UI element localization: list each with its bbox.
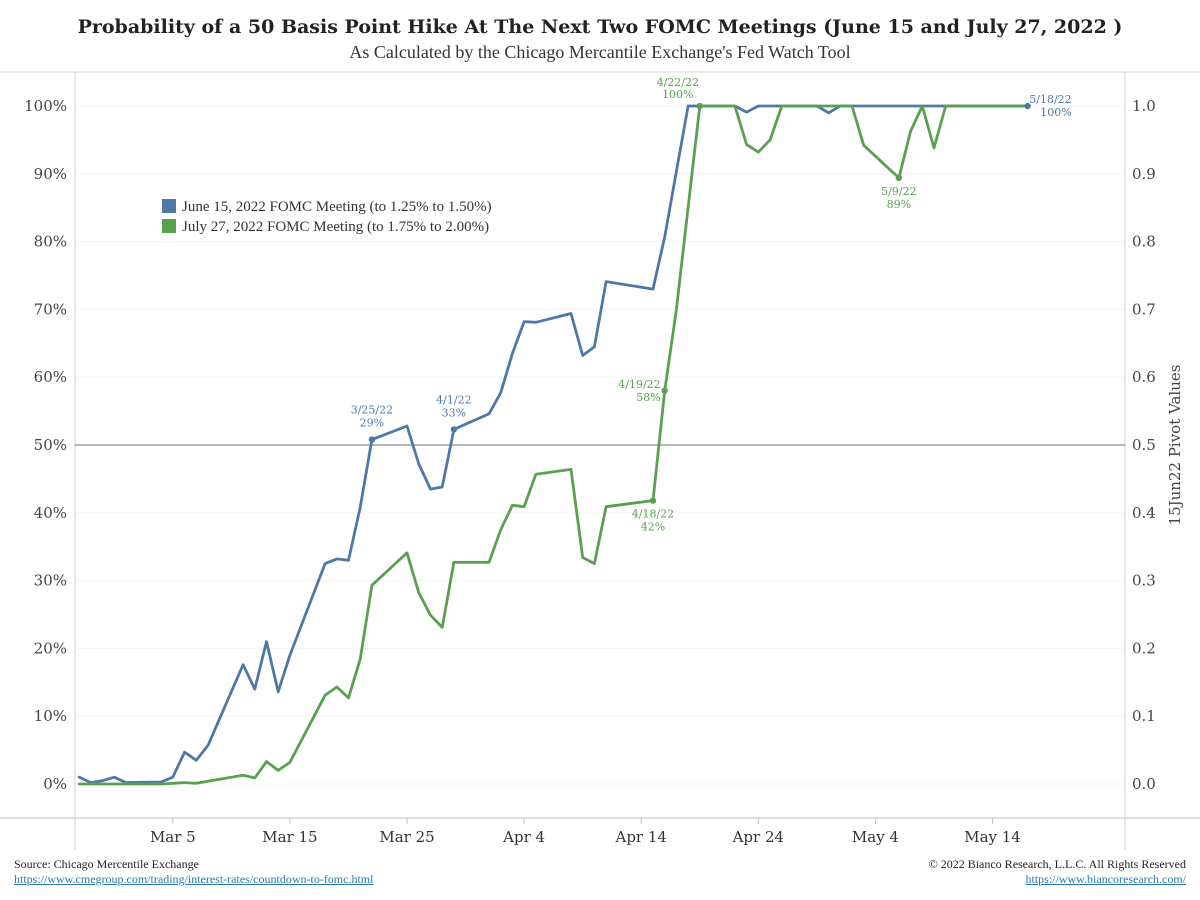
- x-tick-label: May 14: [964, 828, 1021, 846]
- annotation-date: 4/19/22: [618, 378, 660, 391]
- annotation-value: 42%: [641, 521, 665, 534]
- y-tick-label-left: 60%: [34, 368, 67, 386]
- y-tick-label-right: 0.0: [1132, 775, 1156, 793]
- annotation-date: 4/18/22: [632, 508, 674, 521]
- annotation-value: 89%: [887, 198, 911, 211]
- annotation-marker: [1024, 102, 1031, 110]
- legend-swatch: [162, 199, 176, 213]
- x-tick-label: Apr 4: [502, 828, 545, 846]
- y-tick-label-left: 70%: [34, 300, 67, 318]
- x-tick-label: Mar 25: [379, 828, 434, 846]
- y-tick-label-right: 0.9: [1132, 165, 1156, 183]
- y-tick-label-left: 50%: [34, 436, 67, 454]
- annotation-marker: [649, 497, 657, 504]
- annotation-value: 100%: [662, 88, 693, 101]
- y-tick-label-left: 100%: [24, 97, 67, 115]
- y-tick-label-right: 0.6: [1132, 368, 1156, 386]
- annotation-date: 5/9/22: [881, 185, 916, 198]
- annotation-value: 100%: [1040, 106, 1071, 119]
- y-tick-label-right: 1.0: [1132, 97, 1156, 115]
- annotation-value: 58%: [636, 391, 660, 404]
- y-tick-label-right: 0.1: [1132, 707, 1156, 725]
- annotation-marker: [450, 426, 458, 433]
- y-axis-label-right: 15Jun22 Pivot Values: [1166, 365, 1184, 526]
- y-tick-label-left: 0%: [43, 775, 67, 793]
- y-tick-label-right: 0.4: [1132, 504, 1156, 522]
- copyright-note: © 2022 Bianco Research, L.L.C. All Right…: [928, 857, 1186, 871]
- annotation-date: 5/18/22: [1029, 93, 1071, 106]
- y-tick-label-right: 0.7: [1132, 300, 1156, 318]
- website-link[interactable]: https://www.biancoresearch.com/: [1025, 872, 1186, 886]
- legend-label: July 27, 2022 FOMC Meeting (to 1.75% to …: [182, 219, 489, 235]
- chart-subtitle: As Calculated by the Chicago Mercantile …: [349, 42, 851, 62]
- x-tick-label: Mar 15: [262, 828, 317, 846]
- y-tick-label-left: 90%: [34, 165, 67, 183]
- y-tick-label-right: 0.3: [1132, 572, 1156, 590]
- source-link[interactable]: https://www.cmegroup.com/trading/interes…: [14, 872, 374, 886]
- annotation-date: 3/25/22: [351, 404, 393, 417]
- legend-swatch: [162, 219, 176, 233]
- y-tick-label-left: 30%: [34, 572, 67, 590]
- annotation-marker: [661, 387, 668, 394]
- x-tick-label: May 4: [852, 828, 899, 846]
- annotation-date: 4/22/22: [657, 76, 699, 89]
- x-tick-label: Apr 24: [732, 828, 784, 846]
- legend-label: June 15, 2022 FOMC Meeting (to 1.25% to …: [182, 199, 492, 215]
- x-tick-label: Mar 5: [150, 828, 196, 846]
- july-series-line: [77, 104, 1030, 786]
- annotation-marker: [696, 102, 703, 110]
- y-tick-label-left: 20%: [34, 639, 67, 657]
- y-tick-label-right: 0.8: [1132, 233, 1156, 251]
- y-tick-label-right: 0.5: [1132, 436, 1156, 454]
- annotation-marker: [368, 436, 376, 443]
- x-tick-label: Apr 14: [615, 828, 667, 846]
- annotation-date: 4/1/22: [436, 393, 471, 406]
- chart-title: Probability of a 50 Basis Point Hike At …: [77, 16, 1123, 38]
- y-tick-label-right: 0.2: [1132, 639, 1156, 657]
- y-tick-label-left: 10%: [34, 707, 67, 725]
- annotation-value: 33%: [442, 406, 466, 419]
- source-note: Source: Chicago Mercentile Exchange: [14, 857, 199, 871]
- y-tick-label-left: 80%: [34, 233, 67, 251]
- y-tick-label-left: 40%: [34, 504, 67, 522]
- annotation-value: 29%: [360, 417, 384, 430]
- annotation-marker: [895, 174, 903, 182]
